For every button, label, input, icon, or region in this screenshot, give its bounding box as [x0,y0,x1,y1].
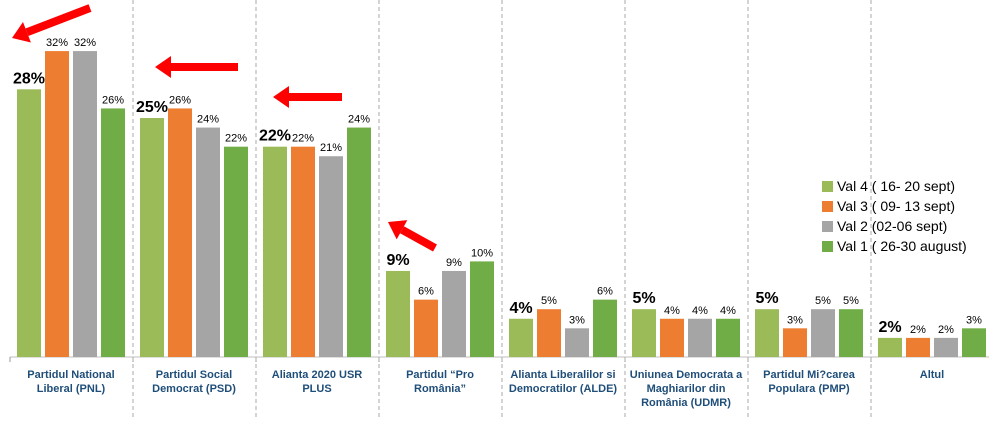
bar [716,318,740,357]
data-label: 4% [664,305,680,317]
category-label: Uniunea Democrata a Maghiarilor din Româ… [629,369,743,409]
bar [45,51,69,358]
data-label: 5% [843,295,859,307]
data-label: 10% [471,247,493,259]
category-label: Partidul National Liberal (PNL) [27,369,115,395]
legend-swatch [822,240,833,252]
bar [878,337,902,357]
bar [934,337,958,357]
bar [755,309,779,357]
bar [442,270,466,357]
red-arrow-icon [155,56,238,78]
bar [414,299,438,357]
category-label: Alianta Liberalilor si Democratilor (ALD… [508,369,618,395]
legend-item: Val 2 (02-06 sept) [822,216,967,236]
red-arrow-icon [12,4,92,43]
data-label: 2% [938,324,954,336]
bar [839,309,863,357]
legend: Val 4 ( 16- 20 sept) Val 3 ( 09- 13 sept)… [822,176,967,256]
data-label: 24% [348,114,370,126]
bar [470,261,494,357]
data-label: 32% [74,37,96,49]
data-label: 26% [102,94,124,106]
data-label: 22% [292,133,314,145]
data-label: 5% [755,290,778,307]
bar [101,108,125,357]
legend-swatch [822,220,833,232]
bar [593,299,617,357]
legend-item: Val 4 ( 16- 20 sept) [822,176,967,196]
legend-item: Val 1 ( 26-30 august) [822,236,967,256]
data-label: 5% [541,295,557,307]
bar [565,328,589,357]
legend-label: Val 2 (02-06 sept) [837,218,948,234]
bar [537,309,561,357]
category-label: Partidul “Pro România” [406,369,474,395]
data-label: 4% [720,305,736,317]
legend-label: Val 1 ( 26-30 august) [837,238,967,254]
bar [811,309,835,357]
bar [509,318,533,357]
legend-label: Val 4 ( 16- 20 sept) [837,178,956,194]
legend-swatch [822,200,833,212]
data-label: 26% [169,94,191,106]
data-label: 9% [446,257,462,269]
bar [17,89,41,357]
category-label: Alianta 2020 USR PLUS [271,369,363,395]
data-label: 22% [259,128,291,145]
bar [291,146,315,357]
data-label: 24% [197,114,219,126]
data-label: 25% [136,99,168,116]
bar [73,51,97,358]
legend-item: Val 3 ( 09- 13 sept) [822,196,967,216]
bar [386,270,410,357]
data-label: 5% [632,290,655,307]
bar [168,108,192,357]
bar [140,118,164,357]
bar [906,337,930,357]
data-label: 6% [597,286,613,298]
bar [962,328,986,357]
data-label: 9% [386,252,409,269]
data-label: 3% [966,314,982,326]
data-label: 28% [13,70,45,87]
bar [660,318,684,357]
data-label: 32% [46,37,68,49]
data-label: 6% [418,286,434,298]
data-label: 4% [509,300,532,317]
category-label: Altul [919,369,945,381]
data-label: 3% [787,314,803,326]
data-label: 5% [815,295,831,307]
bar [783,328,807,357]
bar [263,146,287,357]
data-label: 22% [225,133,247,145]
category-label: Partidul Mi?carea Populara (PMP) [763,369,855,395]
data-label: 2% [910,324,926,336]
legend-label: Val 3 ( 09- 13 sept) [837,198,956,214]
red-arrow-icon [388,220,437,252]
bar [224,146,248,357]
data-label: 3% [569,314,585,326]
data-label: 4% [692,305,708,317]
data-label: 21% [320,142,342,154]
bar [632,309,656,357]
legend-swatch [822,180,833,192]
bar [319,156,343,357]
data-label: 2% [878,319,901,336]
red-arrow-icon [273,86,342,108]
bar [688,318,712,357]
category-label: Partidul Social Democrat (PSD) [152,369,236,395]
bar [196,127,220,357]
bar [347,127,371,357]
